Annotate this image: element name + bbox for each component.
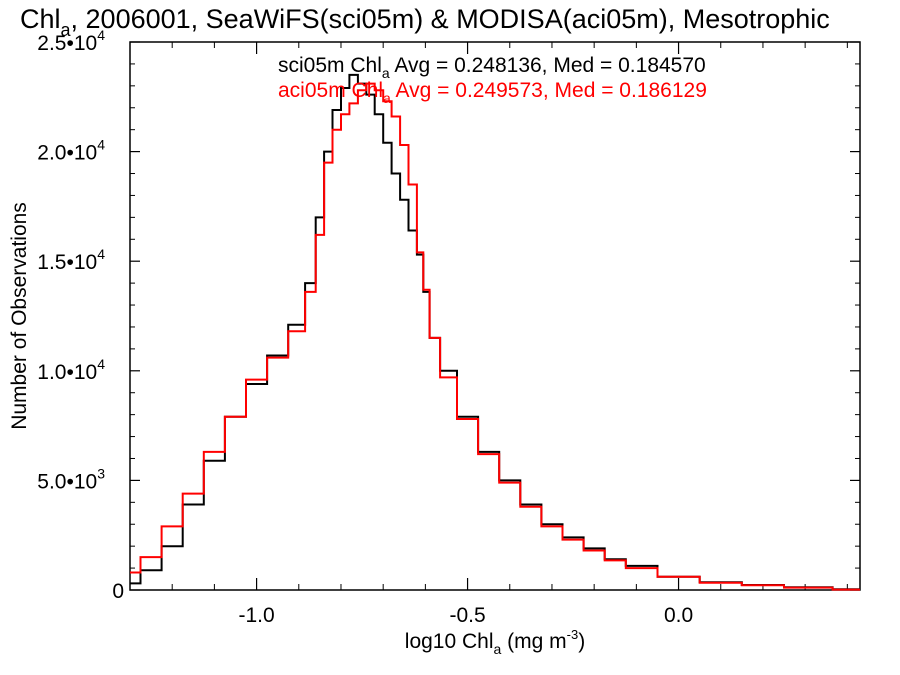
legend-entry-sci05m: sci05m Chla Avg = 0.248136, Med = 0.1845… [278, 54, 706, 81]
y-tick-label: 1.5•104 [37, 246, 105, 274]
plot-frame [129, 41, 861, 591]
y-tick-exponent: 4 [97, 356, 105, 372]
y-tick-mantissa: 5.0•10 [37, 470, 97, 493]
series-lines [130, 73, 860, 591]
minor-ticks [129, 42, 860, 590]
y-tick-label: 2.0•104 [37, 137, 105, 165]
legend: sci05m Chla Avg = 0.248136, Med = 0.1845… [278, 54, 707, 106]
y-tick-exponent: 4 [97, 246, 105, 262]
x-tick-label: -0.5 [449, 604, 485, 627]
chart-title: Chla, 2006001, SeaWiFS(sci05m) & MODISA(… [20, 4, 830, 40]
x-tick-label: -1.0 [238, 604, 274, 627]
y-tick-exponent: 3 [97, 465, 105, 481]
y-tick-mantissa: 1.5•10 [37, 251, 97, 274]
y-tick-mantissa: 2.5•10 [37, 32, 97, 55]
legend-entry-aci05m: aci05m Chla Avg = 0.249573, Med = 0.1861… [278, 79, 707, 106]
y-tick-label: 0 [112, 580, 124, 603]
y-axis-label: Number of Observations [8, 202, 31, 430]
y-tick-exponent: 4 [97, 137, 105, 153]
series-line-1 [130, 82, 860, 591]
series-line-0 [130, 73, 860, 591]
y-tick-mantissa: 1.0•10 [37, 361, 97, 384]
y-tick-label: 1.0•104 [37, 356, 105, 384]
y-tick-label: 5.0•103 [37, 465, 105, 493]
y-tick-mantissa: 2.0•10 [37, 142, 97, 165]
x-tick-label: 0.0 [664, 604, 693, 627]
y-tick-label: 2.5•104 [37, 27, 105, 55]
x-axis-ticks: -1.0 -0.5 0.0 [238, 42, 693, 627]
y-tick-exponent: 4 [97, 27, 105, 43]
y-tick-mantissa: 0 [112, 580, 124, 603]
x-axis-label: log10 Chla (mg m-3) [405, 627, 585, 657]
